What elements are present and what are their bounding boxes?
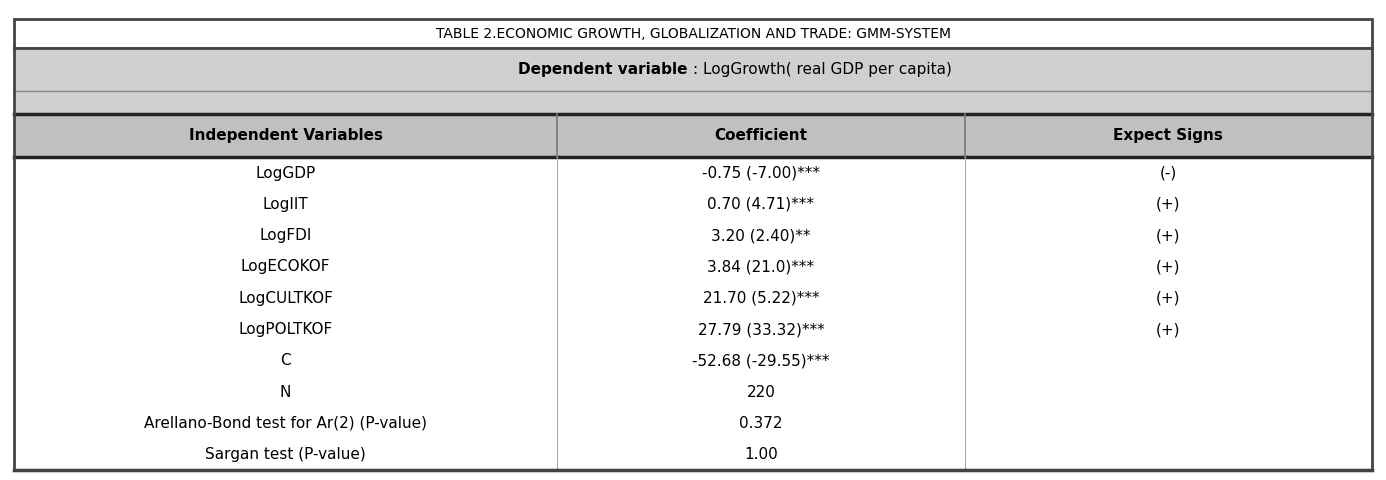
Text: C: C: [280, 353, 291, 368]
Text: (+): (+): [1156, 322, 1181, 337]
Text: 220: 220: [747, 384, 775, 400]
Text: 21.70 (5.22)***: 21.70 (5.22)***: [703, 291, 819, 306]
Text: LogECOKOF: LogECOKOF: [241, 260, 330, 275]
Text: : LogGrowth( real GDP per capita): : LogGrowth( real GDP per capita): [693, 62, 952, 77]
Bar: [14, 220, 1372, 252]
Text: 27.79 (33.32)***: 27.79 (33.32)***: [697, 322, 825, 337]
Text: (+): (+): [1156, 260, 1181, 275]
Text: 0.372: 0.372: [739, 416, 783, 431]
Text: Expect Signs: Expect Signs: [1113, 128, 1224, 144]
Text: LogCULTKOF: LogCULTKOF: [238, 291, 333, 306]
Text: 3.20 (2.40)**: 3.20 (2.40)**: [711, 228, 811, 243]
Text: LogIIT: LogIIT: [262, 197, 309, 212]
Text: Arellano-Bond test for Ar(2) (P-value): Arellano-Bond test for Ar(2) (P-value): [144, 416, 427, 431]
Bar: [14, 48, 1372, 91]
Text: TABLE 2.ECONOMIC GROWTH, GLOBALIZATION AND TRADE: GMM-SYSTEM: TABLE 2.ECONOMIC GROWTH, GLOBALIZATION A…: [435, 26, 951, 41]
Text: 3.84 (21.0)***: 3.84 (21.0)***: [707, 260, 815, 275]
Text: (+): (+): [1156, 291, 1181, 306]
Bar: [14, 439, 1372, 470]
Text: 1.00: 1.00: [744, 447, 778, 462]
Text: LogGDP: LogGDP: [255, 166, 316, 180]
Text: Coefficient: Coefficient: [714, 128, 808, 144]
Bar: [14, 114, 1372, 157]
Bar: [14, 19, 1372, 48]
Text: Independent Variables: Independent Variables: [188, 128, 383, 144]
Text: Dependent variable: Dependent variable: [518, 62, 693, 77]
Bar: [14, 408, 1372, 439]
Text: -0.75 (-7.00)***: -0.75 (-7.00)***: [701, 166, 821, 180]
Text: -52.68 (-29.55)***: -52.68 (-29.55)***: [692, 353, 830, 368]
Bar: [14, 91, 1372, 114]
Text: Sargan test (P-value): Sargan test (P-value): [205, 447, 366, 462]
Bar: [14, 345, 1372, 376]
Text: (-): (-): [1160, 166, 1177, 180]
Bar: [14, 314, 1372, 345]
Text: LogPOLTKOF: LogPOLTKOF: [238, 322, 333, 337]
Text: (+): (+): [1156, 228, 1181, 243]
Bar: [14, 157, 1372, 189]
Bar: [14, 376, 1372, 408]
Bar: [14, 252, 1372, 283]
Text: 0.70 (4.71)***: 0.70 (4.71)***: [707, 197, 815, 212]
Text: N: N: [280, 384, 291, 400]
Bar: [14, 189, 1372, 220]
Text: (+): (+): [1156, 197, 1181, 212]
Bar: [14, 283, 1372, 314]
Text: LogFDI: LogFDI: [259, 228, 312, 243]
